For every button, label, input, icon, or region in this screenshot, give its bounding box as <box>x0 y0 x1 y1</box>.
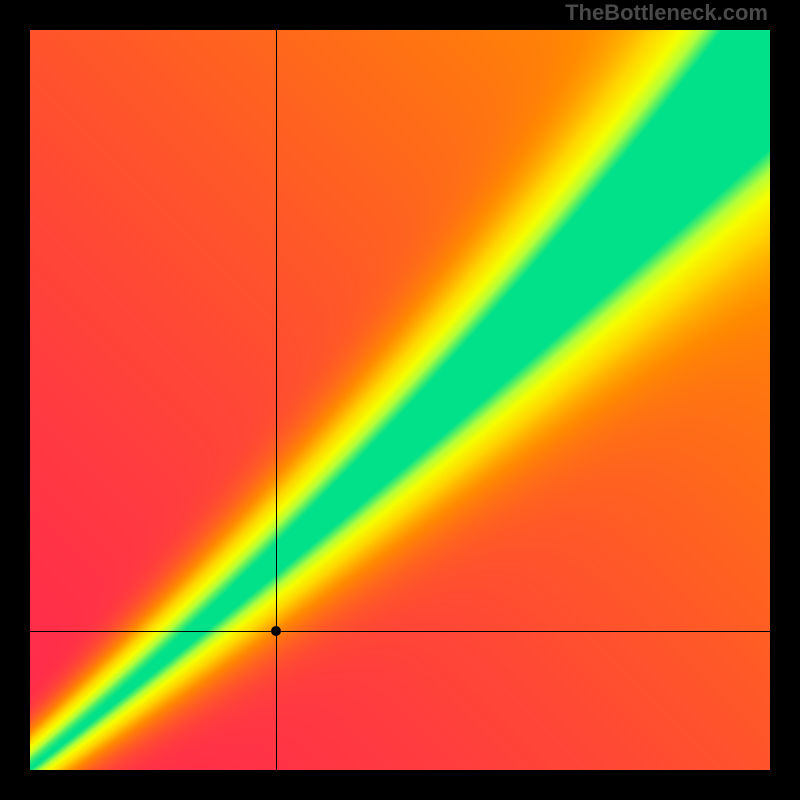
crosshair-horizontal <box>30 631 770 632</box>
bottleneck-heatmap <box>30 30 770 770</box>
plot-area <box>30 30 770 770</box>
chart-container: { "meta": { "watermark_text": "TheBottle… <box>0 0 800 800</box>
crosshair-marker <box>271 626 281 636</box>
watermark-text: TheBottleneck.com <box>565 0 768 26</box>
crosshair-vertical <box>276 30 277 770</box>
